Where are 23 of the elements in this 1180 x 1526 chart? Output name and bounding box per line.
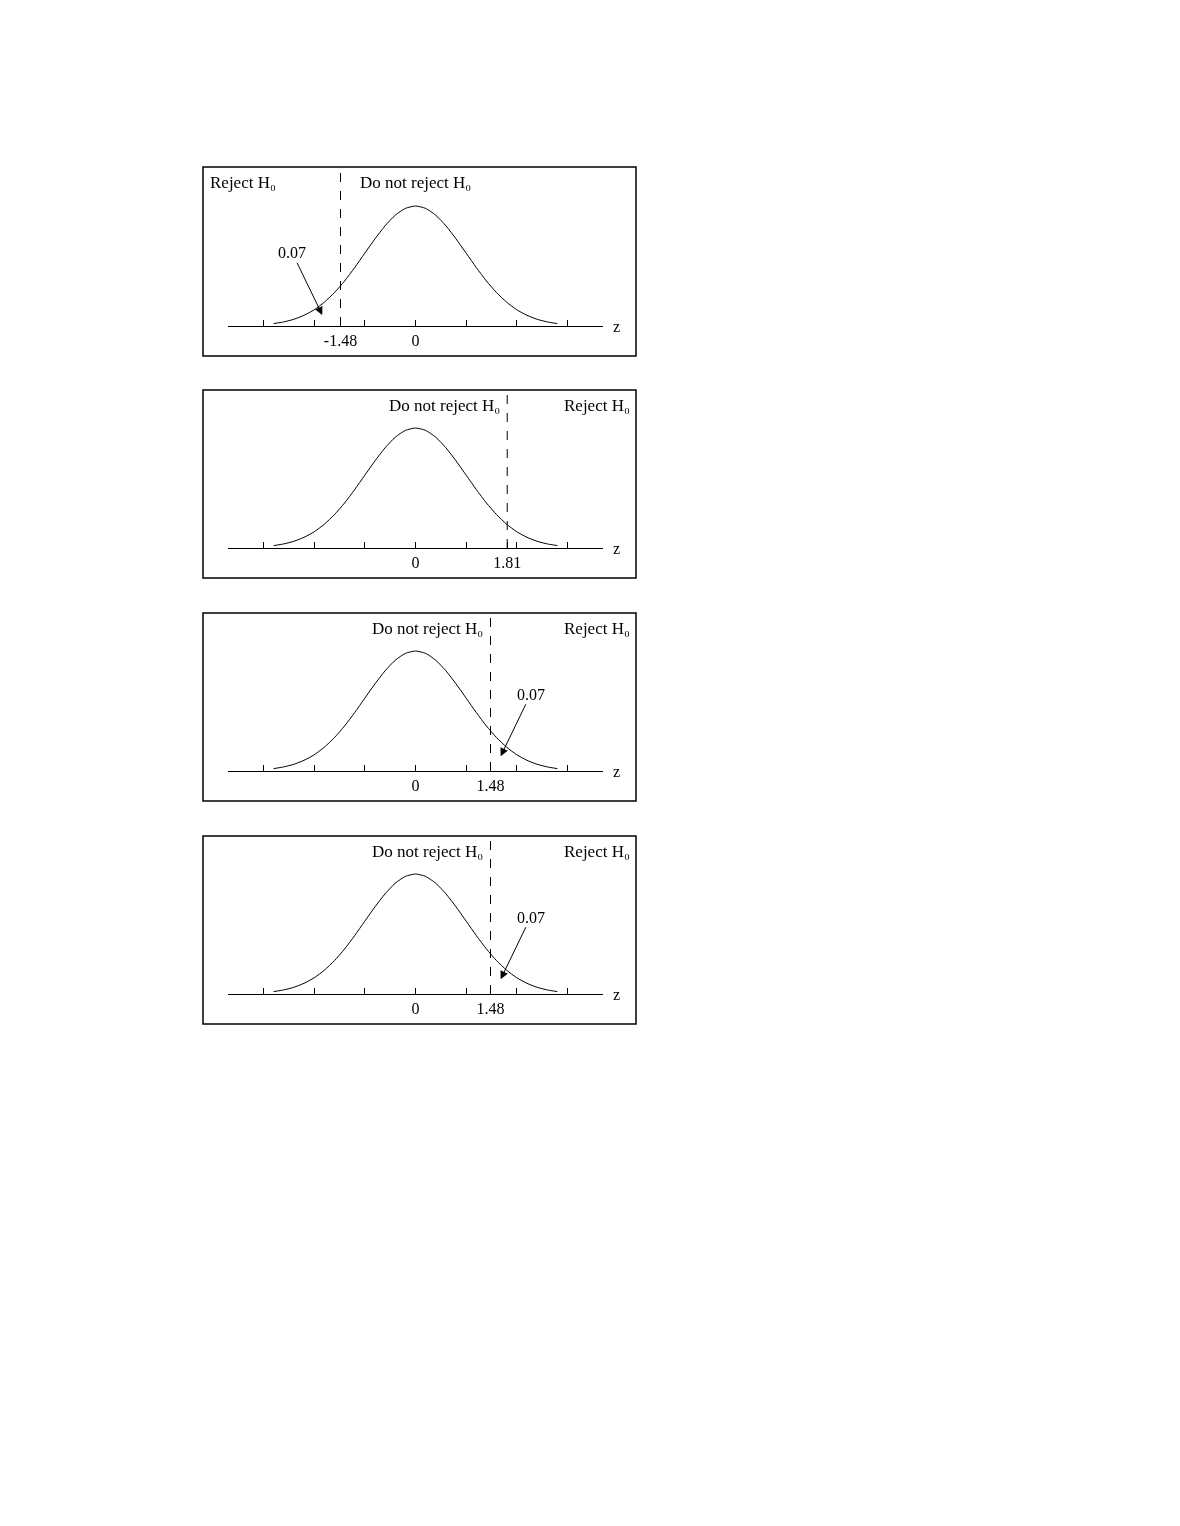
x-tick-label: 0 [411, 1000, 420, 1018]
text: Do not reject H₀ [389, 396, 501, 415]
x-axis-title: z [613, 763, 621, 780]
annotation: 0.07 [517, 686, 545, 703]
x-tick-label: 1.81 [493, 554, 522, 572]
x-tick-label: 1.48 [476, 777, 505, 795]
text: Reject H₀ [564, 396, 630, 415]
x-tick-label: -1.48 [323, 332, 358, 350]
text: Reject H₀ [564, 842, 630, 861]
text: Do not reject H₀ [372, 619, 484, 638]
text: Reject H₀ [564, 619, 630, 638]
x-axis-title: z [613, 540, 621, 557]
x-tick-label: 0 [411, 332, 420, 350]
x-axis-title: z [613, 318, 621, 335]
x-axis-title: z [613, 986, 621, 1003]
text: Reject H₀ [210, 173, 276, 192]
x-tick-label: 0 [411, 777, 420, 795]
x-tick-label: 1.48 [476, 1000, 505, 1018]
x-tick-label: 0 [411, 554, 420, 572]
text: Do not reject H₀ [360, 173, 472, 192]
annotation: 0.07 [517, 909, 545, 926]
text: Do not reject H₀ [372, 842, 484, 861]
annotation: 0.07 [278, 244, 306, 261]
